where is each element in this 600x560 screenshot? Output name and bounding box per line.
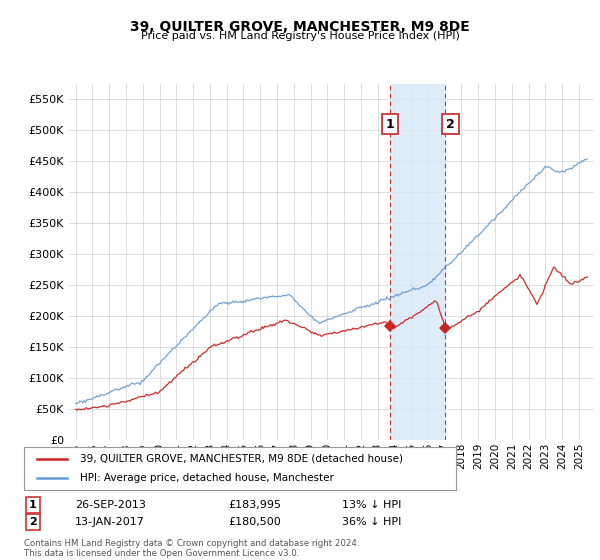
Text: 26-SEP-2013: 26-SEP-2013	[75, 500, 146, 510]
Text: £183,995: £183,995	[228, 500, 281, 510]
Text: 1: 1	[385, 118, 394, 130]
Text: 13-JAN-2017: 13-JAN-2017	[75, 517, 145, 527]
Text: 1: 1	[29, 500, 37, 510]
Text: Price paid vs. HM Land Registry's House Price Index (HPI): Price paid vs. HM Land Registry's House …	[140, 31, 460, 41]
Text: 13% ↓ HPI: 13% ↓ HPI	[342, 500, 401, 510]
Text: Contains HM Land Registry data © Crown copyright and database right 2024.
This d: Contains HM Land Registry data © Crown c…	[24, 539, 359, 558]
Text: 2: 2	[29, 517, 37, 527]
Text: 39, QUILTER GROVE, MANCHESTER, M9 8DE (detached house): 39, QUILTER GROVE, MANCHESTER, M9 8DE (d…	[80, 454, 403, 464]
Text: 39, QUILTER GROVE, MANCHESTER, M9 8DE: 39, QUILTER GROVE, MANCHESTER, M9 8DE	[130, 20, 470, 34]
Text: £180,500: £180,500	[228, 517, 281, 527]
Text: 2: 2	[446, 118, 455, 130]
Bar	[390, 84, 445, 440]
Text: HPI: Average price, detached house, Manchester: HPI: Average price, detached house, Manc…	[80, 473, 334, 483]
Text: 36% ↓ HPI: 36% ↓ HPI	[342, 517, 401, 527]
